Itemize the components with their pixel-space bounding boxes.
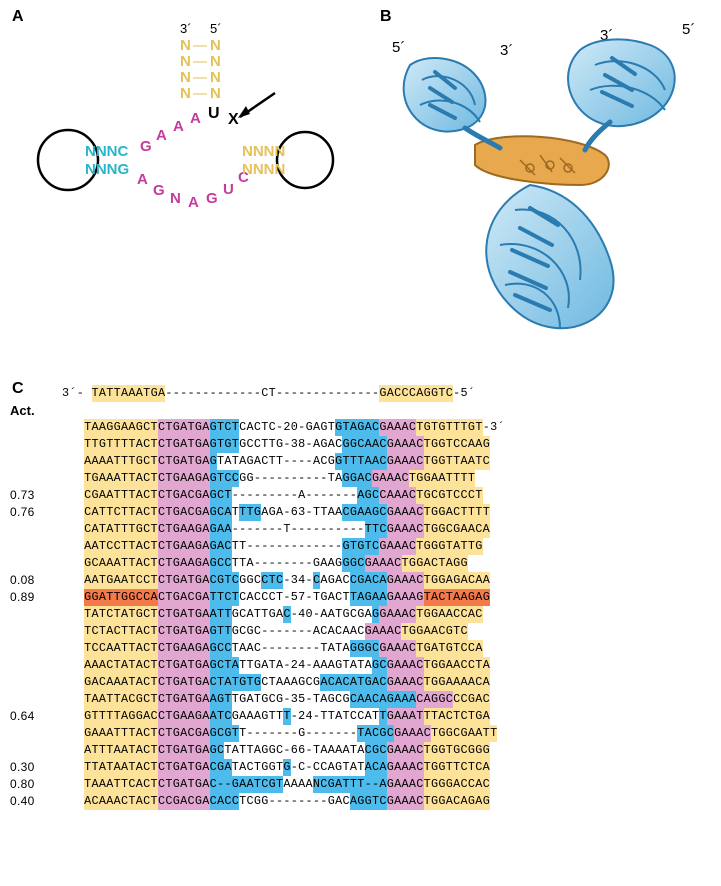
svg-text:G: G [140,138,152,155]
alignment-rows: TAAGGAAGCTCTGATGAGTCTCACTC-20-GAGTGTAGAC… [10,419,710,810]
alignment-row: TCTACTTACTCTGATGAGTTGCGC-------ACACAACGA… [10,623,710,640]
alignment-row: AATCCTTACTCTGAAGAGACTT-------------GTGTC… [10,538,710,555]
svg-text:A: A [190,110,201,127]
panel-C-alignment: 3´- TATTAAATGA-------------CT-----------… [10,385,710,810]
svg-text:A: A [137,171,148,188]
alignment-row: 0.30 TTATAATACTCTGATGACGATACTGGTG-C-CCAG… [10,759,710,776]
svg-text:N: N [180,69,191,86]
alignment-row: 0.73 CGAATTTACTCTGACGAGCT---------A-----… [10,487,710,504]
svg-text:U: U [223,181,234,198]
alignment-row: 0.64 GTTTTAGGACCTGAAGAATCGAAAGTTT-24-TTA… [10,708,710,725]
alignment-row: CATATTTGCTCTGAAGAGAA-------T----------TT… [10,521,710,538]
svg-text:N: N [210,85,221,102]
svg-text:N: N [210,53,221,70]
primer-left: TATTAAATGA [92,385,166,402]
alignment-row: AAACTATACTCTGATGAGCTATTGATA-24-AAAGTATAG… [10,657,710,674]
alignment-row: 0.40 ACAAACTACTCCGACGACACCTCGG--------GA… [10,793,710,810]
alignment-row: AAAATTTGCTCTGATGAGTATAGACTT----ACGGTTTAA… [10,453,710,470]
svg-text:5´: 5´ [392,39,405,56]
primer-dashL: ------------- [165,385,261,402]
svg-text:N: N [180,85,191,102]
primer-right: GACCCAGGTC [379,385,453,402]
svg-text:U: U [208,105,220,122]
svg-text:NNNN: NNNN [242,143,285,160]
panelB-svg: 5´ 3´ 3´ 5´ [380,10,710,360]
svg-text:NNNG: NNNG [85,161,129,178]
svg-text:NNNC: NNNC [85,143,128,160]
alignment-row: TGAAATTACTCTGAAGAGTCCGG----------TAGGACG… [10,470,710,487]
panel-B-structure: 5´ 3´ 3´ 5´ [380,10,710,360]
alignment-row: 0.80 TAAATTCACTCTGATGAC--GAATCGTAAAANCGA… [10,776,710,793]
alignment-row: GAAATTTACTCTGACGAGCGTT-------G-------TAC… [10,725,710,742]
svg-text:G: G [153,182,165,199]
svg-text:NNNN: NNNN [242,161,285,178]
svg-text:A: A [173,118,184,135]
alignment-row: 0.89 GGATTGGCCACTGACGATTCTCACCCT-57-TGAC… [10,589,710,606]
svg-text:X: X [228,111,239,128]
panelA-svg: 3´ 5´ NN NN NN NN U X A A A G [10,10,360,260]
alignment-row: TATCTATGCTCTGATGAATTGCATTGAC-40-AATGCGAG… [10,606,710,623]
primer-3prime: 3´- [62,385,92,402]
svg-text:A: A [156,127,167,144]
svg-text:5´: 5´ [210,21,222,36]
svg-text:3´: 3´ [500,42,513,59]
alignment-row: ATTTAATACTCTGATGAGCTATTAGGC-66-TAAAATACG… [10,742,710,759]
primer-mid: CT [261,385,276,402]
alignment-row: TTGTTTTACTCTGATGAGTGTGCCTTG-38-AGACGGCAA… [10,436,710,453]
primer-5prime: -5´ [453,385,475,402]
svg-text:A: A [188,194,199,211]
alignment-row: GACAAATACTCTGATGACTATGTGCTAAAGCGACACATGA… [10,674,710,691]
alignment-row: TCCAATTACTCTGAAGAGCCTAAC--------TATAGGGC… [10,640,710,657]
svg-text:3´: 3´ [180,21,192,36]
alignment-row: TAATTACGCTCTGATGAAGTTGATGCG-35-TAGCGCAAC… [10,691,710,708]
alignment-row: 0.76 CATTCTTACTCTGACGAGCATTTGAGA-63-TTAA… [10,504,710,521]
alignment-row: GCAAATTACTCTGAAGAGCCTTA--------GAAGGGCGA… [10,555,710,572]
svg-text:N: N [210,69,221,86]
alignment-row: TAAGGAAGCTCTGATGAGTCTCACTC-20-GAGTGTAGAC… [10,419,710,436]
svg-text:N: N [210,37,221,54]
alignment-row: 0.08 AATGAATCCTCTGATGACGTCGGCCTC-34-CAGA… [10,572,710,589]
svg-text:N: N [180,53,191,70]
svg-text:G: G [206,190,218,207]
svg-text:N: N [170,190,181,207]
panel-A-schematic: 3´ 5´ NN NN NN NN U X A A A G [10,10,360,260]
primer-dashR: -------------- [276,385,379,402]
svg-text:N: N [180,37,191,54]
act-header: Act. [10,403,62,418]
svg-text:5´: 5´ [682,21,695,38]
